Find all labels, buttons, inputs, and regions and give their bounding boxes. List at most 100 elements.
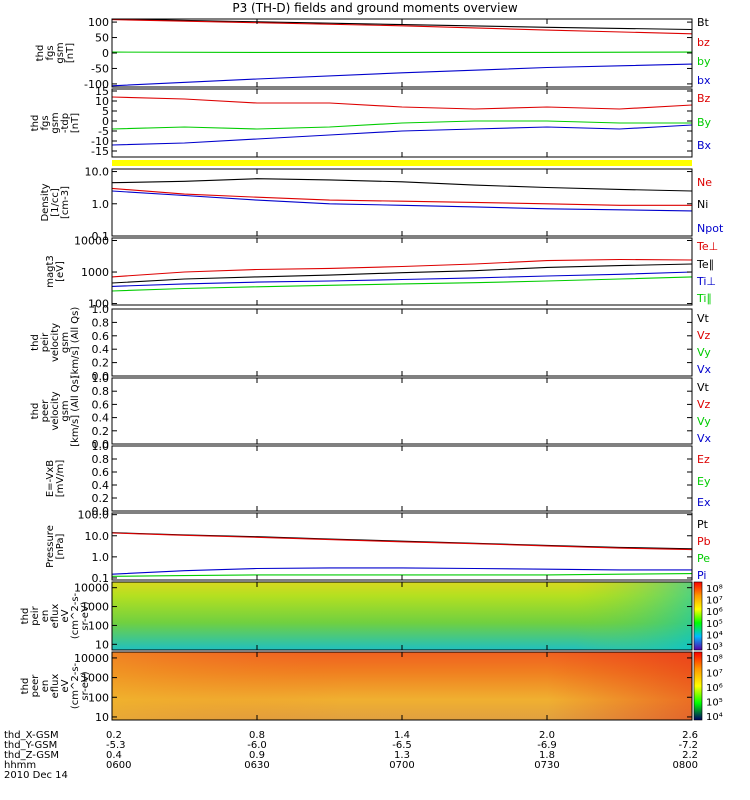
legend-entry-Ex: Ex bbox=[697, 496, 711, 509]
colorbar-label: 10⁵ bbox=[706, 698, 723, 709]
y-tick-label: 1.0 bbox=[92, 198, 110, 211]
y-tick-label: 15 bbox=[95, 85, 109, 98]
series-line-Pb bbox=[111, 532, 693, 551]
orbit-tick-value: 0.4 bbox=[106, 750, 122, 761]
legend-entry-Bz: Bz bbox=[697, 92, 711, 105]
y-axis-label: thd bbox=[30, 115, 41, 132]
y-tick-label: 100 bbox=[88, 619, 109, 632]
date-label: 2010 Dec 14 bbox=[4, 770, 68, 781]
y-tick-label: 1.0 bbox=[92, 372, 110, 385]
y-tick-label: 0.2 bbox=[92, 357, 110, 370]
y-axis-label: [cm-3] bbox=[60, 186, 71, 219]
y-tick-label: 1.0 bbox=[92, 440, 110, 453]
y-tick-label: 0.0 bbox=[92, 505, 110, 518]
y-tick-label: -5 bbox=[98, 125, 109, 138]
y-tick-label: 0.4 bbox=[92, 412, 110, 425]
y-tick-label: 50 bbox=[95, 32, 109, 45]
legend-entry-Bx: Bx bbox=[697, 139, 712, 152]
orbit-tick-value: 2.2 bbox=[682, 750, 698, 761]
panel-temperature: 10000 1000 100 magt3 [eV] Te⊥ Te∥ Ti⊥ Ti∥ bbox=[45, 234, 718, 310]
panel-frame bbox=[111, 308, 693, 377]
orbit-label: hhmm bbox=[4, 760, 36, 771]
y-axis-label: thd bbox=[30, 403, 41, 420]
orbit-tick-value: 2.6 bbox=[682, 730, 698, 741]
orbit-tick-value: 0600 bbox=[106, 760, 131, 771]
spectrogram-overlay bbox=[112, 582, 692, 650]
y-axis-label: magt3 bbox=[45, 255, 56, 288]
orbit-label: thd_Z-GSM bbox=[4, 750, 59, 761]
legend-entry-Npot: Npot bbox=[697, 222, 724, 235]
y-axis-label: thd bbox=[20, 678, 31, 695]
series-line-Bz bbox=[111, 96, 693, 110]
legend-entry-by: by bbox=[697, 55, 711, 68]
y-tick-label: 1.0 bbox=[92, 551, 110, 564]
orbit-tick-value: 0630 bbox=[244, 760, 269, 771]
y-axis-label: en bbox=[40, 610, 51, 623]
panel-frame bbox=[111, 377, 693, 445]
legend-entry-Ey: Ey bbox=[697, 475, 711, 488]
legend-entry-bx: bx bbox=[697, 74, 711, 87]
y-axis-label: peer bbox=[30, 674, 41, 698]
legend-entry-Vy: Vy bbox=[697, 415, 711, 428]
legend-entry-bz: bz bbox=[697, 36, 710, 49]
y-axis-label: (cm^2-s- bbox=[70, 592, 81, 639]
y-axis-label: [km/s] (All Qs) bbox=[70, 375, 81, 447]
series-line-bz bbox=[111, 19, 693, 35]
y-tick-label: 0.6 bbox=[92, 398, 110, 411]
series-line-Te∥ bbox=[111, 263, 693, 284]
legend-entry-Ez: Ez bbox=[697, 453, 710, 466]
panel-frame bbox=[111, 18, 693, 88]
y-axis-label: [1/cc] bbox=[50, 188, 61, 217]
y-tick-label: 0.6 bbox=[92, 330, 110, 343]
colorbar-label: 10⁵ bbox=[706, 619, 723, 630]
legend-entry-Pb: Pb bbox=[697, 535, 711, 548]
y-tick-label: -15 bbox=[91, 145, 109, 158]
y-axis-label: gsm bbox=[50, 112, 61, 133]
y-axis-label: [nPa] bbox=[55, 533, 66, 559]
y-tick-label: 0 bbox=[102, 115, 109, 128]
orbit-label: thd_Y-GSM bbox=[4, 740, 57, 751]
series-line-Bt bbox=[111, 18, 693, 31]
y-tick-label: 10 bbox=[95, 95, 109, 108]
y-axis-label: eV bbox=[60, 609, 71, 622]
y-axis-label: [nT] bbox=[70, 113, 81, 133]
orbit-tick-value: 2.0 bbox=[539, 730, 555, 741]
y-axis-label: peir bbox=[30, 605, 41, 625]
y-tick-label: 10 bbox=[95, 638, 109, 651]
y-axis-label: eV bbox=[60, 679, 71, 692]
y-axis-label: peir bbox=[40, 332, 51, 352]
orbit-tick-value: 0.9 bbox=[249, 750, 265, 761]
y-tick-label: 10000 bbox=[74, 652, 109, 665]
orbit-label: thd_X-GSM bbox=[4, 730, 59, 741]
legend-entry-Vx: Vx bbox=[697, 363, 712, 376]
y-tick-label: 0.0 bbox=[92, 438, 110, 451]
legend-entry-Vy: Vy bbox=[697, 346, 711, 359]
series-line-bx bbox=[111, 63, 693, 87]
legend-entry-Ti∥: Ti∥ bbox=[696, 292, 712, 305]
y-axis-label: [mV/m] bbox=[55, 460, 66, 498]
orbit-tick-value: -5.3 bbox=[106, 740, 126, 751]
y-axis-label: peer bbox=[40, 399, 51, 423]
panel-frame bbox=[111, 168, 693, 237]
y-tick-label: 10000 bbox=[74, 234, 109, 247]
colorbar: 10⁸ 10⁷ 10⁶ 10⁵ 10⁴ bbox=[693, 651, 723, 723]
legend-entry-Ne: Ne bbox=[697, 176, 712, 189]
series-line-Pi bbox=[111, 567, 692, 575]
series-line-Ni bbox=[111, 178, 693, 192]
legend-entry-Vx: Vx bbox=[697, 432, 712, 445]
legend-entry-Pi: Pi bbox=[697, 569, 706, 582]
y-axis-label: velocity bbox=[50, 323, 61, 362]
panel-pressure: 100.0 10.0 1.0 0.1 Pressure [nPa] Pt Pb Pe Pi bbox=[45, 509, 711, 585]
orbit-tick-value: 0.8 bbox=[249, 730, 265, 741]
legend-entry-Pt: Pt bbox=[697, 518, 709, 531]
y-tick-label: 5 bbox=[102, 105, 109, 118]
orbit-tick-value: 0.2 bbox=[106, 730, 122, 741]
y-tick-label: 0.2 bbox=[92, 492, 110, 505]
y-axis-label: velocity bbox=[50, 391, 61, 430]
y-axis-label: -tdp bbox=[60, 113, 71, 133]
